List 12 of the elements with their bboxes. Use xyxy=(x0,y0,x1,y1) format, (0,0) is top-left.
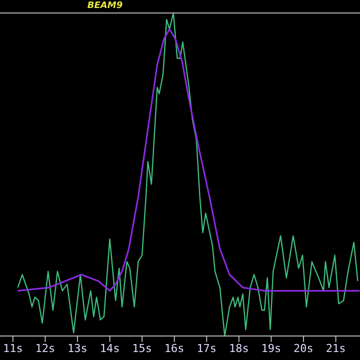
x-tick-label: 13s xyxy=(68,342,88,355)
x-tick-label: 21s xyxy=(326,342,346,355)
x-tick-label: 20s xyxy=(294,342,314,355)
x-tick-label: 12s xyxy=(35,342,56,355)
x-tick-label: 17s xyxy=(196,342,217,355)
x-tick-label: 11s xyxy=(2,342,23,355)
x-tick-label: 15s xyxy=(132,342,152,355)
chart-title: BEAM9 xyxy=(86,0,124,12)
x-tick-label: 18s xyxy=(228,342,249,355)
x-tick-label: 19s xyxy=(261,342,282,355)
x-tick-label: 16s xyxy=(164,342,184,355)
x-tick-label: 14s xyxy=(100,342,120,355)
